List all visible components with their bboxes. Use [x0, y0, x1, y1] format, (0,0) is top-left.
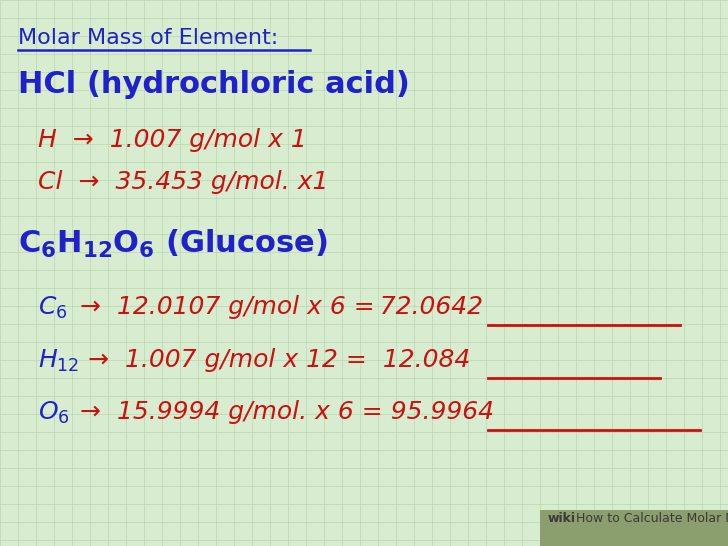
Text: $\mathit{O}_6$: $\mathit{O}_6$: [38, 400, 70, 426]
Text: HCl (hydrochloric acid): HCl (hydrochloric acid): [18, 70, 410, 99]
Text: $\mathbf{C_6H_{12}O_6}$ (Glucose): $\mathbf{C_6H_{12}O_6}$ (Glucose): [18, 228, 328, 260]
Text: →  1.007 g/mol x 12 =  12.084: → 1.007 g/mol x 12 = 12.084: [88, 348, 470, 372]
Bar: [540, 510, 728, 546]
Text: $\mathit{C}_6$: $\mathit{C}_6$: [38, 295, 68, 321]
Text: How to Calculate Molar Mass: How to Calculate Molar Mass: [576, 512, 728, 525]
Text: →  15.9994 g/mol. x 6 = 95.9964: → 15.9994 g/mol. x 6 = 95.9964: [80, 400, 494, 424]
Text: →  12.0107 g/mol x 6 = 72.0642: → 12.0107 g/mol x 6 = 72.0642: [80, 295, 483, 319]
Text: wiki: wiki: [548, 512, 576, 525]
Text: $\mathit{H}_{12}$: $\mathit{H}_{12}$: [38, 348, 79, 374]
Text: Molar Mass of Element:: Molar Mass of Element:: [18, 28, 278, 48]
Text: H  →  1.007 g/mol x 1: H → 1.007 g/mol x 1: [38, 128, 306, 152]
Text: Cl  →  35.453 g/mol. x1: Cl → 35.453 g/mol. x1: [38, 170, 328, 194]
